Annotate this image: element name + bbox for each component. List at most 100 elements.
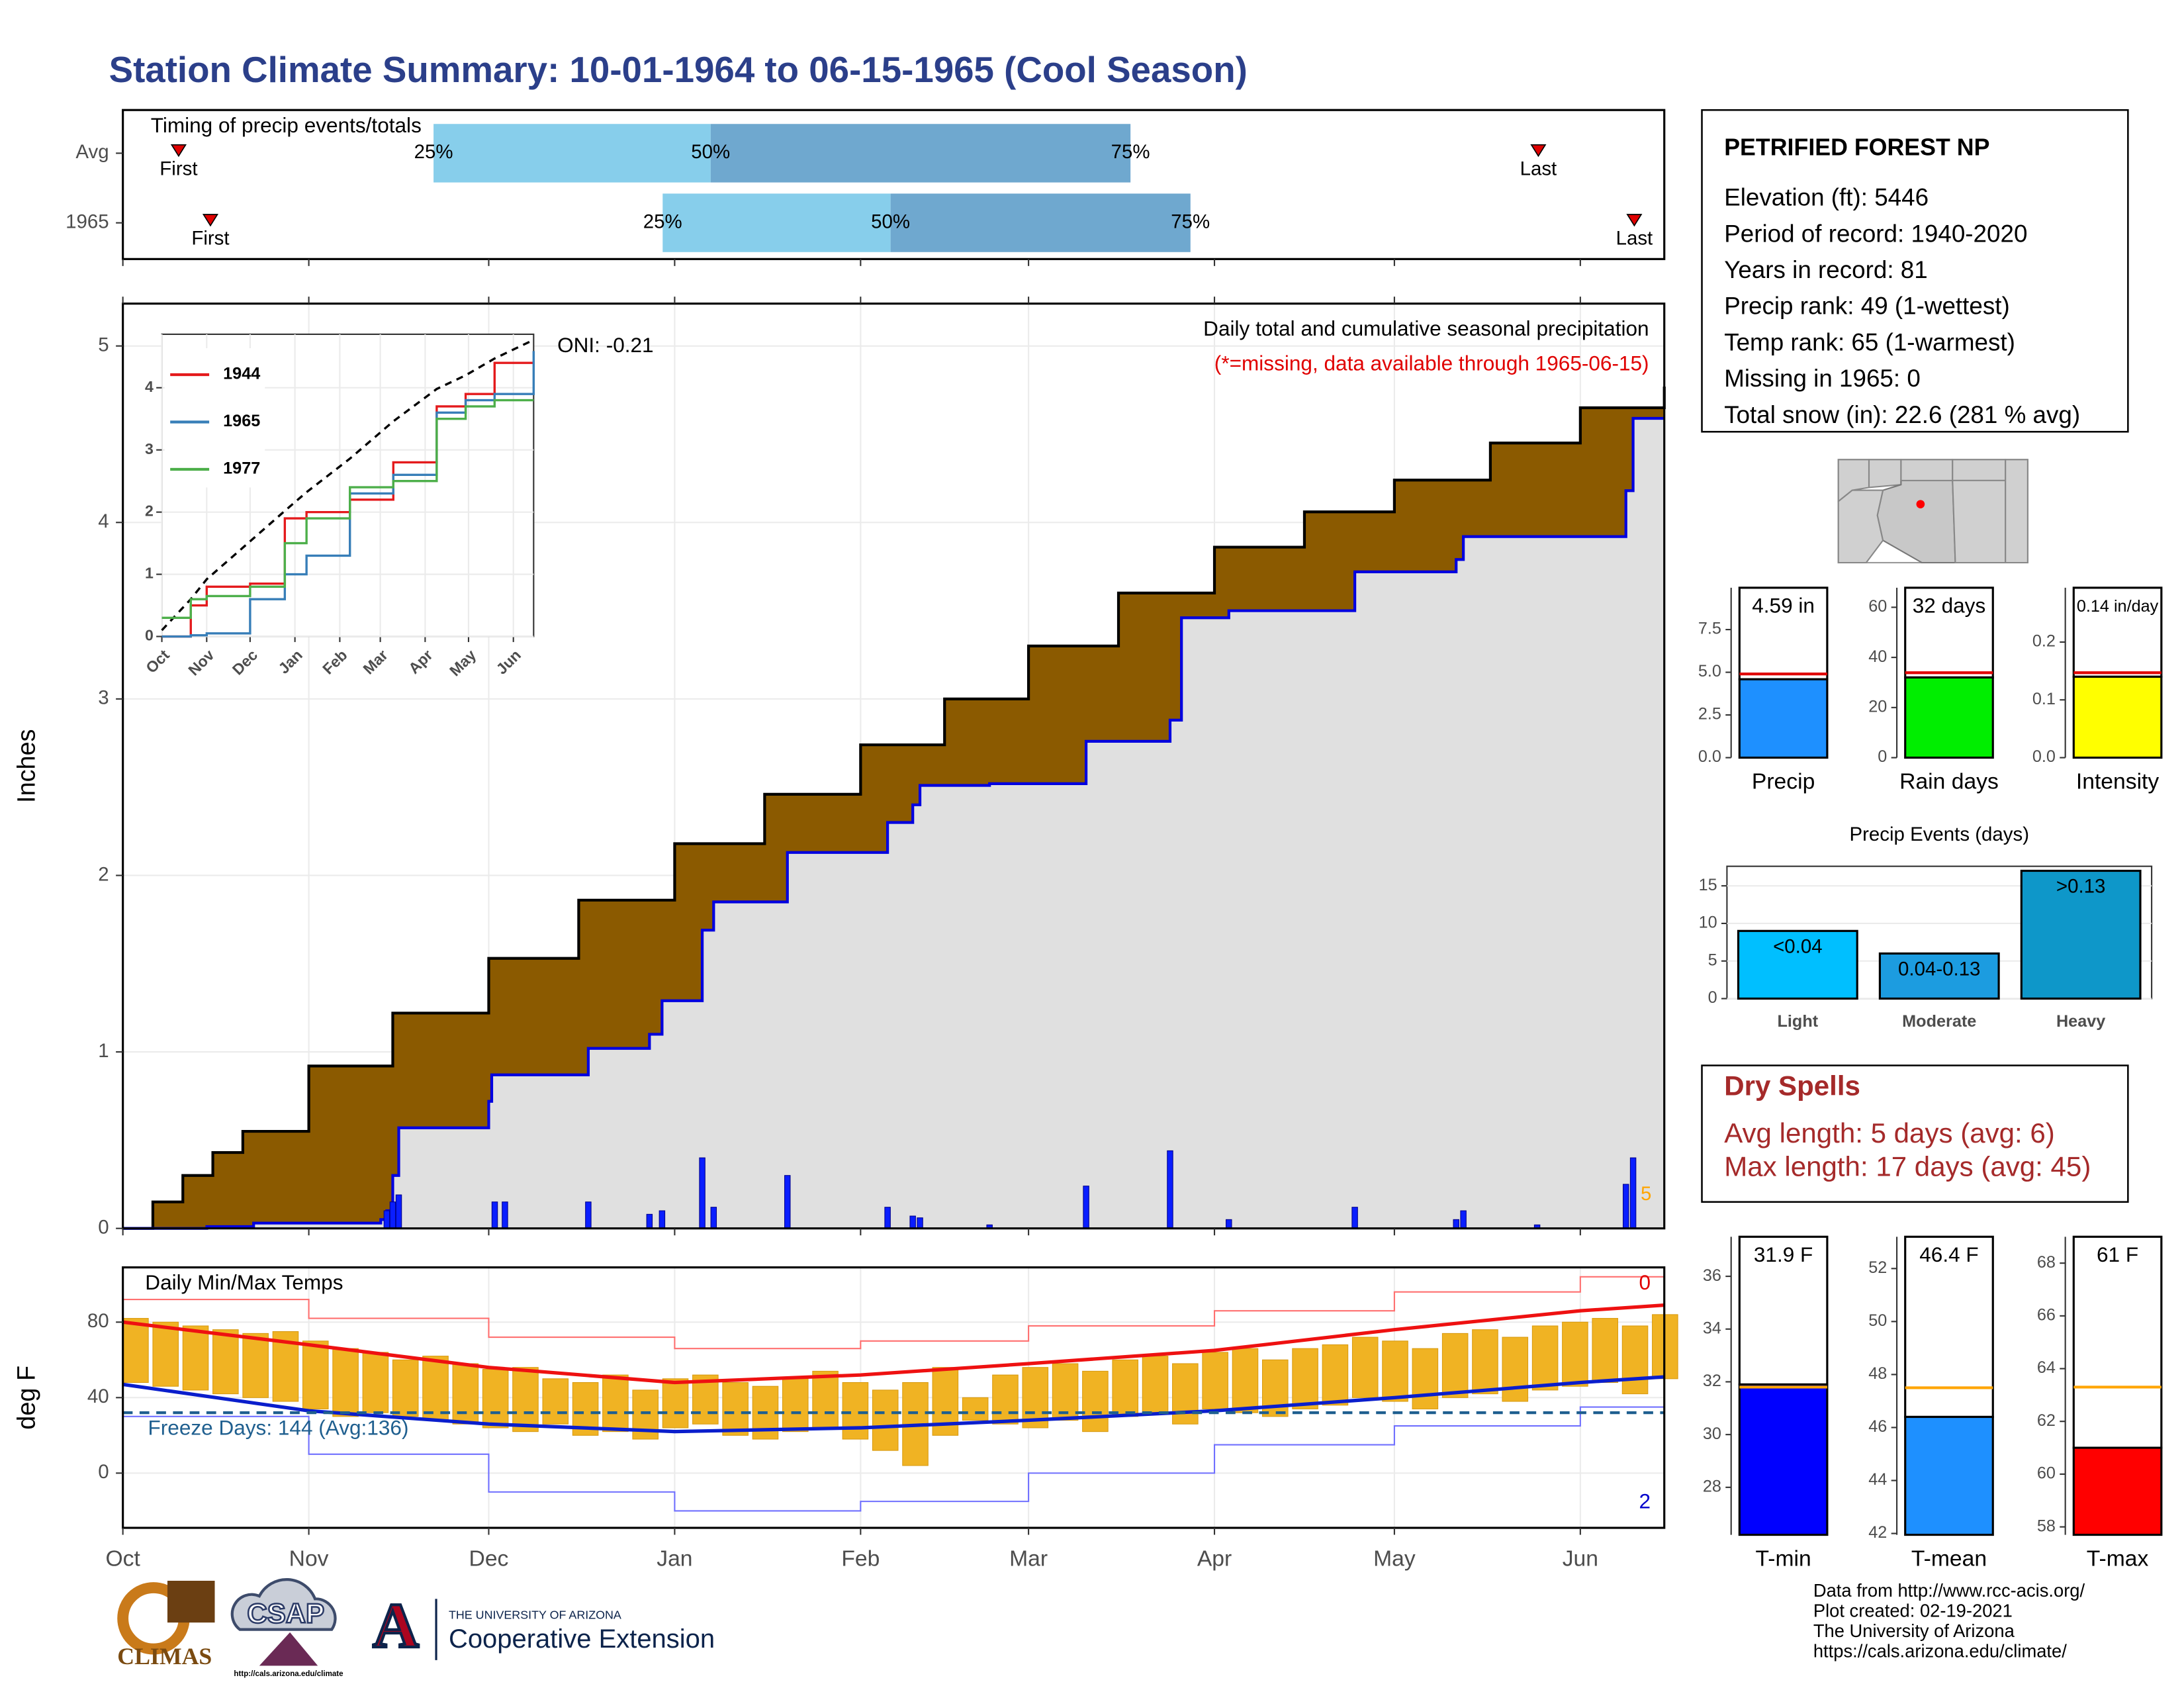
category-label: Light [1778,1012,1819,1031]
category-label: T-min [1756,1546,1811,1571]
value-frame [1904,586,1994,679]
category-label: T-max [2087,1546,2149,1571]
quantile-label: 25% [414,141,453,163]
map-state [1868,459,1902,489]
value-frame [1738,1235,1829,1386]
station-box [1701,109,2129,433]
daily-bar [1226,1219,1232,1229]
station-dot [1916,500,1925,508]
value-label: <0.04 [1773,935,1823,957]
legend-label: 1977 [223,459,260,478]
legend-label: 1965 [223,412,260,430]
temp-range-bar [1351,1336,1379,1398]
x-tick-label: Apr [1197,1546,1232,1571]
value-label: >0.13 [2056,876,2106,898]
series-line [161,399,534,620]
row-label: 1965 [66,211,109,232]
temp-range-bar [512,1367,539,1432]
value-label: 46.4 F [1919,1243,1978,1266]
y-tick-label: 44 [1868,1470,1887,1489]
y-tick-label: 0.1 [2032,690,2056,708]
y-tick-label: 58 [2037,1517,2056,1535]
x-tick-label: Jun [1563,1546,1598,1571]
y-tick-label: 3 [98,687,109,709]
station-info: Missing in 1965: 0 [1724,365,1921,392]
y-tick-label: 32 [1703,1372,1721,1390]
record-max-line [122,1273,1665,1350]
x-tick-label: Mar [1009,1546,1048,1571]
annotation-note: (*=missing, data available through 1965-… [1214,352,1649,375]
station-info: Elevation (ft): 5446 [1724,184,1929,211]
y-tick-label: 7.5 [1698,620,1721,638]
footer-line: https://cals.arizona.edu/climate/ [1813,1641,2067,1662]
y-tick-label: 40 [87,1385,109,1407]
temp-range-bar [992,1374,1019,1425]
chart-title: Precip Events (days) [1849,823,2029,845]
temp-range-bar [452,1363,479,1425]
oni-label: ONI: -0.21 [557,333,654,357]
last-label: Last [1520,158,1557,179]
y-tick-label: 50 [1868,1311,1887,1330]
daily-bar [884,1207,891,1229]
daily-bar [1629,1157,1637,1229]
y-tick-label: 2 [145,502,154,520]
dry-spells-title: Dry Spells [1724,1070,1860,1101]
quantile-label: 75% [1111,141,1150,163]
station-info: Years in record: 81 [1724,256,1928,283]
temp-range-bar [122,1318,149,1383]
avg-min-line [122,1375,1664,1434]
footer-line: Plot created: 02-19-2021 [1813,1601,2013,1621]
x-tick-label: Nov [289,1546,329,1571]
y-tick-label: 28 [1703,1477,1721,1496]
bar [2020,869,2142,1000]
legend-label: 1944 [223,365,260,383]
bar [1904,1415,1994,1536]
y-tick-label: 5 [98,334,109,355]
daily-bar [1083,1186,1089,1229]
temp-range-bar [1322,1344,1349,1406]
last-marker [1530,144,1547,158]
first-label: First [159,158,197,179]
daily-bar [646,1213,653,1229]
category-label: Precip [1752,769,1815,794]
value-label: 32 days [1913,594,1986,618]
panel-title: Daily Min/Max Temps [145,1270,343,1294]
bar [1904,676,1994,759]
x-tick-label: Oct [105,1546,140,1571]
temp-range-bar [1202,1352,1228,1409]
station-info: Temp rank: 65 (1-warmest) [1724,328,2015,355]
temp-range-bar [1441,1333,1469,1398]
y-tick-label: 10 [1699,914,1717,932]
value-label: 0.04-0.13 [1898,958,1980,980]
annotation: Daily total and cumulative seasonal prec… [1203,316,1649,340]
temp-range-bar [1412,1348,1439,1409]
daily-bar [917,1217,923,1229]
legend-box [164,348,265,488]
dry-spells-line: Max length: 17 days (avg: 45) [1724,1150,2091,1182]
y-tick-label: 2.5 [1698,705,1721,724]
map-state [1837,459,1870,503]
y-tick-label: 0.0 [1698,747,1721,766]
daily-bar [1460,1210,1467,1229]
record-low-count: 2 [1639,1489,1651,1513]
ua-mark: A [373,1590,419,1661]
temp-range-bar [422,1356,449,1421]
bar [1737,929,1858,1000]
y-tick-label: 80 [87,1310,109,1332]
daily-bar [699,1157,705,1229]
temp-range-bar [1292,1348,1318,1409]
quantile-label: 50% [691,141,730,163]
panel-title: Timing of precip events/totals [151,113,422,137]
y-tick-label: 15 [1699,876,1717,894]
quantile-bar [890,193,1191,252]
temp-range-bar [482,1369,509,1429]
record-high-count: 0 [1639,1270,1651,1294]
temp-range-bar [962,1397,989,1421]
daily-bar [909,1215,916,1229]
daily-bar [1453,1219,1459,1229]
last-marker [1626,214,1643,227]
temp-range-bar [1082,1370,1109,1432]
temp-range-bar [392,1359,419,1417]
x-tick-label: Dec [469,1546,509,1571]
bar [2072,1446,2163,1536]
